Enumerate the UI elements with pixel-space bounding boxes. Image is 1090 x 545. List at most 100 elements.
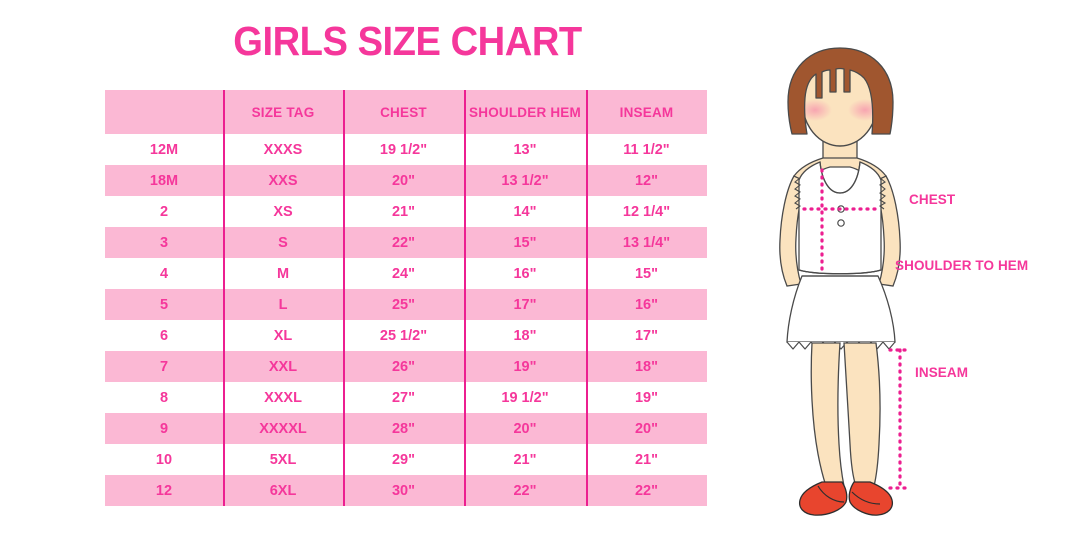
- column-header-inseam: INSEAM: [586, 90, 707, 134]
- measurement-guides: [802, 168, 912, 490]
- button-lower-icon: [837, 219, 845, 227]
- cell-size: 10: [105, 444, 223, 475]
- tank-top-hem: [798, 269, 882, 275]
- table-row: 12M XXXS 19 1/2" 13" 11 1/2": [105, 134, 707, 165]
- right-leg-shape: [843, 342, 881, 487]
- cell-inseam: 16": [586, 289, 707, 320]
- cell-shoulder-hem: 17": [464, 289, 586, 320]
- measurement-label-inseam: INSEAM: [915, 365, 969, 380]
- cell-shoulder-hem: 22": [464, 475, 586, 506]
- cell-size-tag: S: [223, 227, 343, 258]
- cell-size-tag: 5XL: [223, 444, 343, 475]
- cell-shoulder-hem: 13 1/2": [464, 165, 586, 196]
- page-title: GIRLS SIZE CHART: [233, 18, 582, 64]
- cell-size-tag: XS: [223, 196, 343, 227]
- cell-size: 12M: [105, 134, 223, 165]
- table-row: 6 XL 25 1/2" 18" 17": [105, 320, 707, 351]
- cell-inseam: 22": [586, 475, 707, 506]
- cell-shoulder-hem: 19": [464, 351, 586, 382]
- cell-chest: 22": [343, 227, 464, 258]
- cell-size: 6: [105, 320, 223, 351]
- cell-size: 2: [105, 196, 223, 227]
- cell-chest: 19 1/2": [343, 134, 464, 165]
- cell-inseam: 21": [586, 444, 707, 475]
- table-header-row: SIZE TAG CHEST SHOULDER HEM INSEAM: [105, 90, 707, 134]
- cell-chest: 26": [343, 351, 464, 382]
- cell-chest: 24": [343, 258, 464, 289]
- table-row: 18M XXS 20" 13 1/2" 12": [105, 165, 707, 196]
- cell-shoulder-hem: 14": [464, 196, 586, 227]
- skirt-scallop-hem: [786, 341, 896, 350]
- cell-size-tag: XXS: [223, 165, 343, 196]
- blush-left-cheek: [798, 99, 832, 121]
- cell-chest: 20": [343, 165, 464, 196]
- cell-size-tag: XXL: [223, 351, 343, 382]
- cell-size: 7: [105, 351, 223, 382]
- table-row: 5 L 25" 17" 16": [105, 289, 707, 320]
- tank-top-ruffle-left: [794, 177, 801, 210]
- cell-size-tag: XXXXL: [223, 413, 343, 444]
- cell-chest: 27": [343, 382, 464, 413]
- cell-shoulder-hem: 19 1/2": [464, 382, 586, 413]
- right-shoe-shape: [848, 481, 894, 516]
- cell-inseam: 11 1/2": [586, 134, 707, 165]
- cell-shoulder-hem: 21": [464, 444, 586, 475]
- measurement-label-shoulder-to-hem: SHOULDER TO HEM: [895, 258, 1029, 273]
- cell-shoulder-hem: 18": [464, 320, 586, 351]
- cell-size: 3: [105, 227, 223, 258]
- measurement-label-chest: CHEST: [909, 192, 956, 207]
- cell-size-tag: XXXS: [223, 134, 343, 165]
- cell-inseam: 17": [586, 320, 707, 351]
- left-leg-shape: [810, 342, 845, 487]
- table-row: 2 XS 21" 14" 12 1/4": [105, 196, 707, 227]
- cell-size-tag: L: [223, 289, 343, 320]
- cell-inseam: 12": [586, 165, 707, 196]
- cell-shoulder-hem: 20": [464, 413, 586, 444]
- cell-size: 4: [105, 258, 223, 289]
- column-header-size: [105, 90, 223, 134]
- tank-top-shape: [798, 161, 882, 275]
- cell-size: 8: [105, 382, 223, 413]
- table-row: 3 S 22" 15" 13 1/4": [105, 227, 707, 258]
- cell-inseam: 12 1/4": [586, 196, 707, 227]
- cell-inseam: 13 1/4": [586, 227, 707, 258]
- cell-shoulder-hem: 15": [464, 227, 586, 258]
- table-row: 10 5XL 29" 21" 21": [105, 444, 707, 475]
- column-header-size-tag: SIZE TAG: [223, 90, 343, 134]
- girl-figure-illustration: [760, 30, 1090, 535]
- right-shoe-strap: [851, 491, 881, 505]
- left-shoe-strap: [817, 485, 845, 503]
- cell-inseam: 18": [586, 351, 707, 382]
- cell-size: 5: [105, 289, 223, 320]
- cell-size-tag: XL: [223, 320, 343, 351]
- size-chart-table: SIZE TAG CHEST SHOULDER HEM INSEAM 12M XX…: [105, 90, 707, 506]
- table-header: SIZE TAG CHEST SHOULDER HEM INSEAM: [105, 90, 707, 134]
- tank-top-ruffle-right: [879, 177, 887, 210]
- cell-shoulder-hem: 16": [464, 258, 586, 289]
- figure-body-group: [779, 47, 901, 516]
- cell-inseam: 15": [586, 258, 707, 289]
- column-header-chest: CHEST: [343, 90, 464, 134]
- table-row: 12 6XL 30" 22" 22": [105, 475, 707, 506]
- cell-size-tag: XXXL: [223, 382, 343, 413]
- cell-chest: 25": [343, 289, 464, 320]
- table-row: 7 XXL 26" 19" 18": [105, 351, 707, 382]
- cell-size-tag: 6XL: [223, 475, 343, 506]
- table-row: 4 M 24" 16" 15": [105, 258, 707, 289]
- cell-chest: 28": [343, 413, 464, 444]
- cell-shoulder-hem: 13": [464, 134, 586, 165]
- cell-inseam: 20": [586, 413, 707, 444]
- left-shoe-shape: [798, 481, 848, 516]
- table-body: 12M XXXS 19 1/2" 13" 11 1/2" 18M XXS 20" 13 1/2"…: [105, 134, 707, 506]
- skirt-shape: [786, 275, 896, 343]
- cell-chest: 25 1/2": [343, 320, 464, 351]
- cell-size: 12: [105, 475, 223, 506]
- cell-chest: 29": [343, 444, 464, 475]
- cell-size: 18M: [105, 165, 223, 196]
- cell-size: 9: [105, 413, 223, 444]
- column-header-shoulder-hem: SHOULDER HEM: [464, 90, 586, 134]
- table-row: 9 XXXXL 28" 20" 20": [105, 413, 707, 444]
- table-row: 8 XXXL 27" 19 1/2" 19": [105, 382, 707, 413]
- cell-chest: 21": [343, 196, 464, 227]
- cell-inseam: 19": [586, 382, 707, 413]
